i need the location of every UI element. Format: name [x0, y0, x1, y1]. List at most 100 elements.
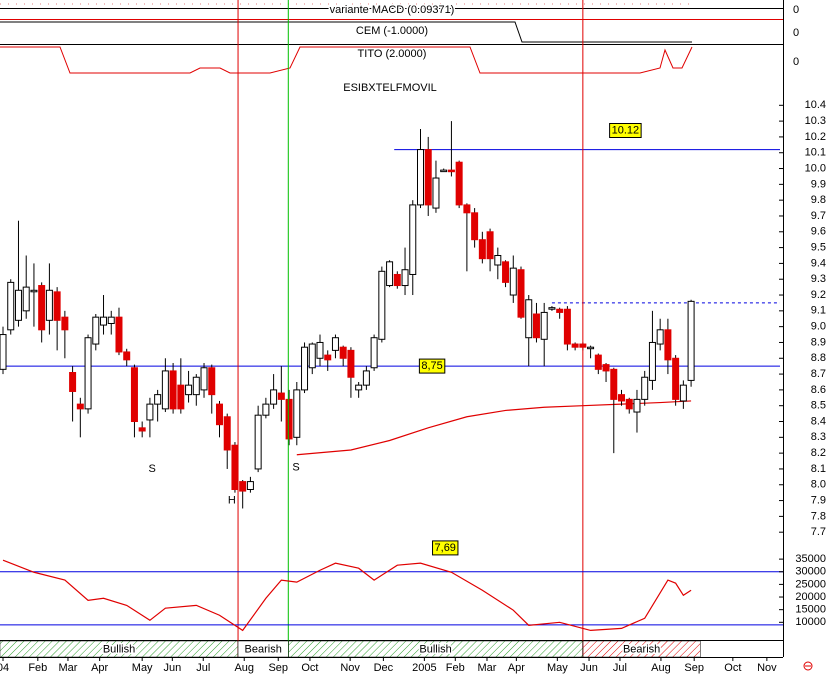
candle-body — [463, 204, 471, 214]
annotation-label: S — [292, 461, 299, 473]
candle-body — [76, 403, 84, 410]
x-tick-label: Oct — [301, 662, 318, 674]
panel-frames — [0, 0, 813, 671]
annotation-label: 7,69 — [435, 542, 456, 554]
candle-body — [14, 289, 22, 321]
candle-body — [401, 269, 409, 287]
chart-title: ESIBXTELFMOVIL — [343, 82, 437, 94]
candle-body — [177, 384, 185, 410]
y-tick-label: 7.9 — [811, 494, 826, 506]
candle-body — [618, 394, 626, 402]
status-icon — [803, 661, 813, 671]
annotation-box — [418, 358, 446, 374]
candle-body — [447, 169, 455, 173]
candle-body — [633, 398, 641, 413]
candle-body — [362, 370, 370, 386]
candle-body — [115, 316, 123, 353]
candle-body — [355, 384, 363, 391]
candle-body — [393, 273, 401, 287]
price-panel — [0, 121, 780, 509]
y-tick-label: 9.0 — [811, 321, 826, 333]
candle-body — [548, 307, 556, 310]
x-tick-label: Jul — [196, 662, 210, 674]
annotation-label: 10.12 — [612, 125, 640, 137]
y-tick-label: 7.8 — [811, 510, 826, 522]
annotation-box — [609, 123, 642, 139]
indicator-title: TITO (2.0000) — [358, 48, 427, 60]
candle-body — [409, 204, 417, 275]
candle-body — [331, 337, 339, 351]
x-tick-label: Mar — [478, 662, 497, 674]
candle-body — [262, 403, 270, 416]
candle-body — [7, 281, 15, 331]
indicator-title: variante MACD (0.09371) — [330, 4, 455, 16]
y-tick-label: 8.6 — [811, 384, 826, 396]
x-tick-label: Jun — [580, 662, 598, 674]
regime-label: Bearish — [623, 643, 660, 655]
y-tick-label: 8.3 — [811, 431, 826, 443]
y-tick-label: 10.1 — [805, 147, 826, 159]
y-tick-label: 20000 — [795, 591, 826, 603]
x-tick-label: Feb — [28, 662, 47, 674]
y-tick-label: 9.9 — [811, 178, 826, 190]
x-tick-label: May — [132, 662, 153, 674]
candle-body — [270, 389, 278, 405]
candle-body — [563, 308, 571, 345]
y-tick-label: 35000 — [795, 553, 826, 565]
candle-body — [285, 398, 293, 440]
candle-body — [687, 300, 695, 381]
y-tick-label: 8.5 — [811, 400, 826, 412]
candle-body — [386, 261, 394, 287]
candle-body — [69, 372, 77, 392]
y-tick-label: 9.2 — [811, 289, 826, 301]
candle-body — [45, 289, 53, 321]
annotation-label: S — [149, 463, 156, 475]
x-tick-label: Aug — [651, 662, 671, 674]
oscillator-panel — [0, 559, 783, 632]
y-tick-label: 9.5 — [811, 242, 826, 254]
y-tick-label: 9.6 — [811, 226, 826, 238]
candle-body — [509, 267, 517, 296]
x-tick-label: Oct — [724, 662, 741, 674]
tito-line — [0, 46, 693, 74]
candle-body — [185, 384, 193, 396]
candle-body — [293, 389, 301, 438]
y-tick-label: 25000 — [795, 578, 826, 590]
candle-body — [92, 316, 100, 345]
x-tick-label: Sep — [684, 662, 704, 674]
regime-band — [582, 640, 701, 658]
candle-body — [478, 239, 486, 260]
candle-body — [339, 346, 347, 359]
candle-body — [556, 308, 564, 313]
candle-body — [602, 364, 610, 372]
x-tick-label: 04 — [0, 662, 9, 674]
candle-body — [53, 291, 61, 321]
x-tick-label: Apr — [91, 662, 108, 674]
x-tick-label: Dec — [374, 662, 394, 674]
candle-body — [161, 370, 169, 410]
y-tick-label: 8.4 — [811, 415, 826, 427]
y-tick-label: 8.8 — [811, 352, 826, 364]
candle-body — [432, 177, 440, 209]
candle-body — [455, 161, 463, 206]
candle-body — [625, 398, 633, 410]
regime-label: Bullish — [419, 643, 451, 655]
candle-body — [378, 270, 386, 340]
x-tick-label: Jun — [163, 662, 181, 674]
y-tick-label: 10.2 — [805, 131, 826, 143]
candle-body — [571, 343, 579, 348]
y-tick-label: 10.0 — [805, 162, 826, 174]
candle-body — [416, 149, 424, 206]
annotation-box — [432, 540, 459, 556]
y-tick-label: 0 — [793, 27, 799, 39]
y-tick-label: 9.3 — [811, 273, 826, 285]
candle-body — [440, 169, 448, 173]
y-tick-label: 7.7 — [811, 526, 826, 538]
candle-body — [38, 285, 46, 331]
candle-body — [154, 394, 162, 405]
y-tick-label: 10.3 — [805, 115, 826, 127]
candle-body — [138, 427, 146, 432]
y-tick-label: 0 — [793, 56, 799, 68]
candle-body — [540, 311, 548, 340]
candle-body — [30, 289, 38, 293]
